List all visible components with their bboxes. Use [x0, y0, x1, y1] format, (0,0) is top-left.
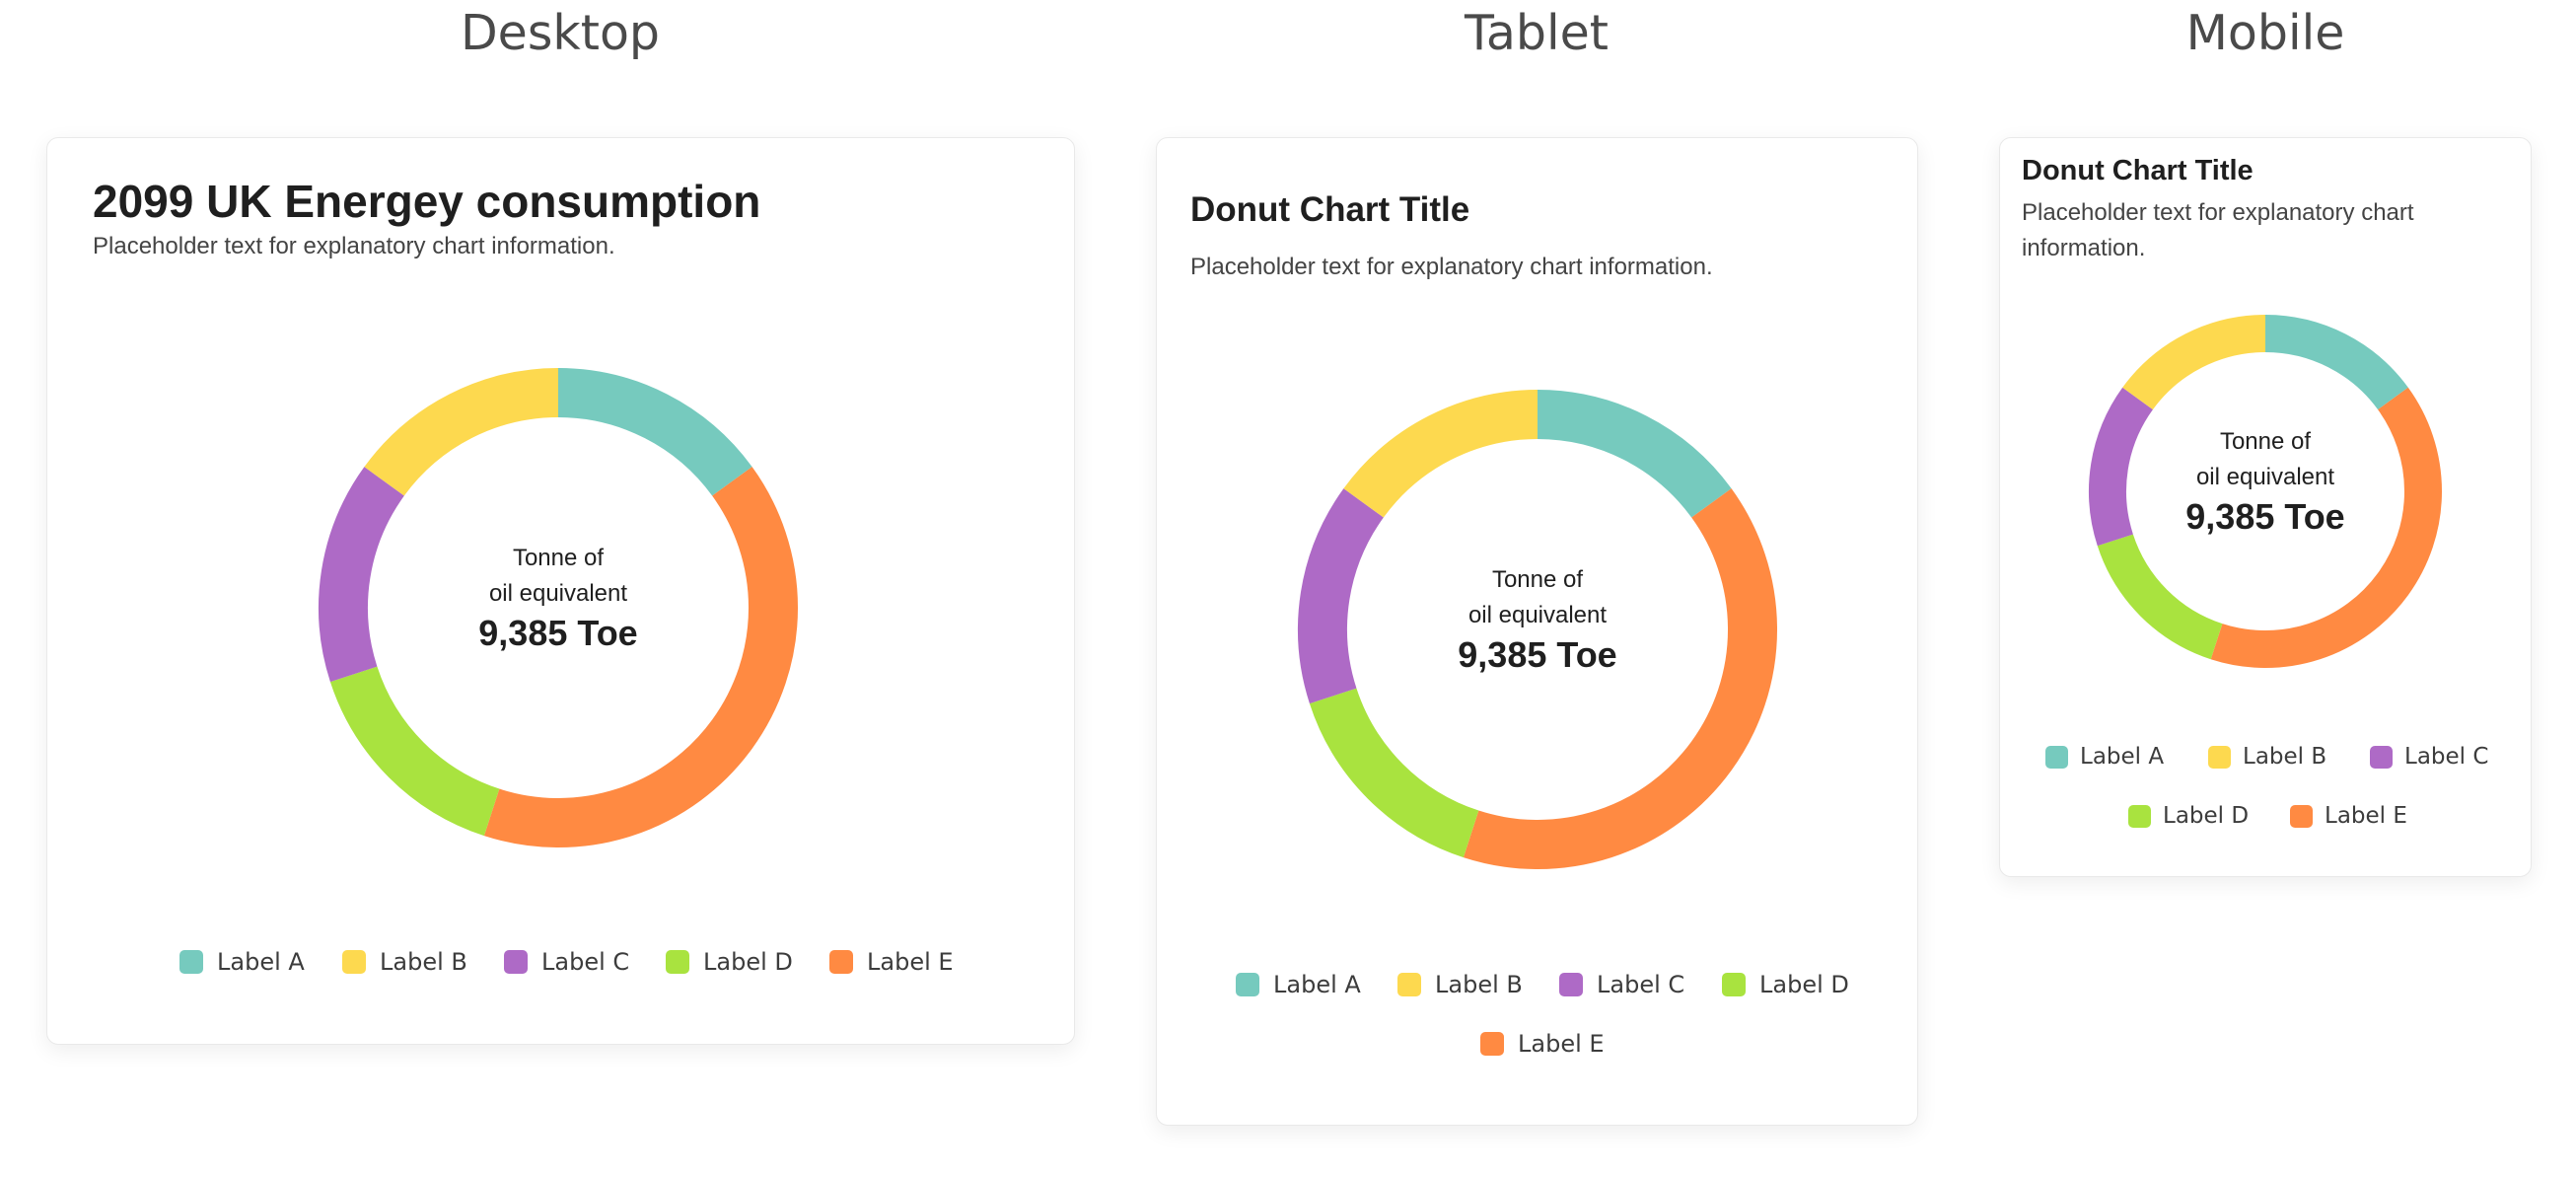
mobile-chart-card: Donut Chart Title Placeholder text for e… — [1999, 137, 2532, 877]
legend-swatch-label-d — [1722, 973, 1746, 996]
legend-swatch-label-d — [2128, 804, 2151, 828]
legend-item-label-e[interactable]: Label E — [2290, 803, 2407, 829]
donut-segment-label-d[interactable] — [1309, 688, 1479, 858]
legend-label: Label A — [1273, 971, 1361, 998]
legend-item-label-b[interactable]: Label B — [342, 948, 467, 976]
legend-item-label-c[interactable]: Label C — [2370, 744, 2488, 770]
legend-item-label-d[interactable]: Label D — [2128, 803, 2249, 829]
center-value: 9,385 Toe — [2185, 496, 2345, 537]
legend-item-label-d[interactable]: Label D — [666, 948, 793, 976]
donut-segment-label-e[interactable] — [2210, 387, 2442, 668]
legend-label: Label C — [1597, 971, 1685, 998]
legend-swatch-label-b — [342, 950, 366, 974]
legend-swatch-label-b — [1397, 973, 1421, 996]
legend-item-label-a[interactable]: Label A — [2045, 744, 2164, 770]
legend-label: Label B — [2243, 744, 2327, 770]
center-unit-line2: oil equivalent — [2195, 464, 2335, 490]
donut-segment-label-d[interactable] — [329, 666, 500, 837]
desktop-heading: Desktop — [460, 5, 661, 61]
legend-label: Label C — [2404, 744, 2489, 770]
legend-swatch-label-a — [2045, 745, 2068, 769]
legend-swatch-label-c — [2370, 745, 2393, 769]
tablet-heading: Tablet — [1465, 5, 1609, 61]
donut-center-label: Tonne of oil equivalent 9,385 Toe — [2117, 424, 2413, 539]
legend-item-label-b[interactable]: Label B — [1397, 971, 1523, 998]
center-unit-line1: Tonne of — [1491, 566, 1584, 593]
legend-item-label-a[interactable]: Label A — [1236, 971, 1361, 998]
center-value: 9,385 Toe — [478, 613, 638, 653]
legend-label: Label B — [1435, 971, 1523, 998]
donut-segment-label-b[interactable] — [1343, 390, 1538, 518]
donut-segment-label-e[interactable] — [1463, 488, 1777, 869]
center-unit-line2: oil equivalent — [1467, 602, 1608, 628]
legend-label: Label E — [867, 948, 954, 976]
donut-center-label: Tonne of oil equivalent 9,385 Toe — [1340, 562, 1735, 677]
legend-label: Label D — [2163, 803, 2250, 829]
legend-swatch-label-c — [1559, 973, 1583, 996]
legend-label: Label E — [1518, 1030, 1605, 1058]
mobile-heading: Mobile — [2185, 5, 2345, 61]
donut-segment-label-b[interactable] — [364, 368, 559, 496]
donut-chart — [1298, 390, 1777, 869]
chart-description: Placeholder text for explanatory chart i… — [93, 233, 615, 259]
center-value: 9,385 Toe — [1458, 634, 1617, 675]
desktop-chart-card: 2099 UK Energey consumption Placeholder … — [46, 137, 1075, 1045]
donut-segment-label-d[interactable] — [2097, 534, 2223, 660]
legend-item-label-c[interactable]: Label C — [504, 948, 629, 976]
center-unit-line2: oil equivalent — [488, 580, 628, 607]
legend-item-label-b[interactable]: Label B — [2208, 744, 2326, 770]
center-unit-line1: Tonne of — [512, 545, 605, 571]
legend-item-label-e[interactable]: Label E — [1480, 1030, 1605, 1058]
legend-swatch-label-d — [666, 950, 689, 974]
donut-center-label: Tonne of oil equivalent 9,385 Toe — [361, 541, 755, 655]
donut-segment-label-a[interactable] — [1537, 390, 1732, 518]
legend-swatch-label-a — [1236, 973, 1259, 996]
legend-swatch-label-e — [829, 950, 853, 974]
legend-swatch-label-a — [179, 950, 203, 974]
legend-label: Label C — [541, 948, 630, 976]
donut-segment-label-e[interactable] — [483, 467, 798, 847]
chart-title: 2099 UK Energey consumption — [93, 176, 761, 227]
donut-segment-label-c[interactable] — [2089, 387, 2154, 547]
chart-description: Placeholder text for explanatory chart i… — [2022, 199, 2414, 261]
donut-chart — [319, 368, 798, 847]
chart-description: Placeholder text for explanatory chart i… — [1190, 254, 1713, 280]
legend-label: Label B — [380, 948, 467, 976]
legend-item-label-c[interactable]: Label C — [1559, 971, 1684, 998]
legend-label: Label D — [703, 948, 793, 976]
legend-label: Label E — [2325, 803, 2407, 829]
legend-item-label-a[interactable]: Label A — [179, 948, 305, 976]
donut-chart — [2089, 315, 2442, 668]
legend-swatch-label-b — [2208, 745, 2231, 769]
legend-label: Label A — [2080, 744, 2165, 770]
legend-item-label-d[interactable]: Label D — [1722, 971, 1849, 998]
legend-swatch-label-e — [2290, 804, 2313, 828]
donut-segment-label-c[interactable] — [1298, 488, 1385, 704]
legend-item-label-e[interactable]: Label E — [829, 948, 954, 976]
legend-swatch-label-e — [1480, 1032, 1504, 1056]
donut-segment-label-b[interactable] — [2122, 315, 2266, 410]
donut-segment-label-c[interactable] — [319, 467, 405, 683]
donut-segment-label-a[interactable] — [557, 368, 752, 496]
legend-swatch-label-c — [504, 950, 528, 974]
tablet-chart-card: Donut Chart Title Placeholder text for e… — [1156, 137, 1918, 1126]
center-unit-line1: Tonne of — [2219, 428, 2312, 455]
chart-title: Donut Chart Title — [1190, 190, 1470, 229]
legend-label: Label D — [1759, 971, 1849, 998]
legend-label: Label A — [217, 948, 305, 976]
chart-title: Donut Chart Title — [2022, 155, 2254, 186]
donut-segment-label-a[interactable] — [2264, 315, 2408, 410]
